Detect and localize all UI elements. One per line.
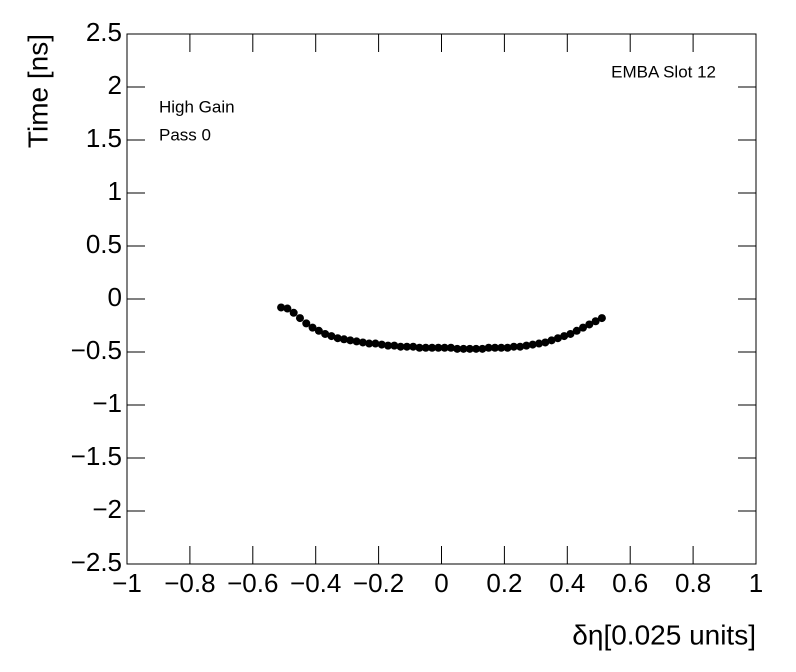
data-point [453, 344, 462, 353]
x-tick-label: −0.2 [353, 568, 404, 598]
data-point [283, 304, 292, 313]
annotation: Pass 0 [159, 125, 211, 144]
x-tick-label: 1 [749, 568, 763, 598]
y-tick-label: −1.5 [71, 441, 122, 471]
annotation: High Gain [159, 97, 235, 116]
data-point [503, 343, 512, 352]
data-point [484, 343, 493, 352]
data-point [409, 342, 418, 351]
data-point [384, 341, 393, 350]
x-tick-label: 0.2 [486, 568, 522, 598]
data-point [277, 303, 286, 312]
data-point [566, 329, 575, 338]
data-point [358, 338, 367, 347]
data-point [333, 334, 342, 343]
data-point [302, 319, 311, 328]
data-point [396, 342, 405, 351]
annotation: EMBA Slot 12 [611, 62, 716, 81]
x-tick-label: 0 [434, 568, 448, 598]
data-point [509, 342, 518, 351]
data-point [534, 339, 543, 348]
data-point [585, 320, 594, 329]
y-tick-label: 1 [108, 176, 122, 206]
data-point [321, 329, 330, 338]
data-point [553, 334, 562, 343]
y-tick-label: −2.5 [71, 547, 122, 577]
data-point [415, 343, 424, 352]
y-tick-label: 0.5 [86, 229, 122, 259]
data-point [591, 317, 600, 326]
y-tick-label: 1.5 [86, 123, 122, 153]
x-tick-label: 0.6 [612, 568, 648, 598]
x-tick-label: −0.4 [290, 568, 341, 598]
y-tick-label: 2.5 [86, 17, 122, 47]
data-point [465, 344, 474, 353]
data-point [308, 323, 317, 332]
x-tick-label: −0.8 [164, 568, 215, 598]
x-axis-label: δη[0.025 units] [572, 619, 756, 650]
data-point [352, 337, 361, 346]
x-tick-label: −1 [112, 568, 142, 598]
data-point [572, 326, 581, 335]
data-point [434, 343, 443, 352]
x-tick-label: 0.8 [675, 568, 711, 598]
data-point [516, 342, 525, 351]
data-point [421, 343, 430, 352]
x-tick-label: −0.6 [227, 568, 278, 598]
data-point [528, 340, 537, 349]
data-point [547, 336, 556, 345]
data-point [346, 336, 355, 345]
data-point [490, 343, 499, 352]
data-point [478, 344, 487, 353]
data-point [428, 343, 437, 352]
data-point [371, 339, 380, 348]
y-tick-label: 0 [108, 282, 122, 312]
y-tick-label: −1 [92, 388, 122, 418]
y-tick-label: 2 [108, 70, 122, 100]
data-point [560, 332, 569, 341]
y-tick-label: −0.5 [71, 335, 122, 365]
data-point [597, 314, 606, 323]
data-point [402, 342, 411, 351]
data-point [365, 339, 374, 348]
data-point [314, 326, 323, 335]
data-point [459, 344, 468, 353]
data-point [340, 335, 349, 344]
data-point [522, 341, 531, 350]
x-tick-label: 0.4 [549, 568, 585, 598]
data-point [327, 332, 336, 341]
data-point [390, 341, 399, 350]
data-point [497, 343, 506, 352]
data-point [295, 314, 304, 323]
data-point [289, 308, 298, 317]
data-point [440, 343, 449, 352]
y-axis-label: Time [ns] [22, 34, 53, 148]
data-point [579, 323, 588, 332]
data-point [541, 338, 550, 347]
data-point [377, 340, 386, 349]
y-tick-label: −2 [92, 494, 122, 524]
data-point [472, 344, 481, 353]
data-point [446, 343, 455, 352]
